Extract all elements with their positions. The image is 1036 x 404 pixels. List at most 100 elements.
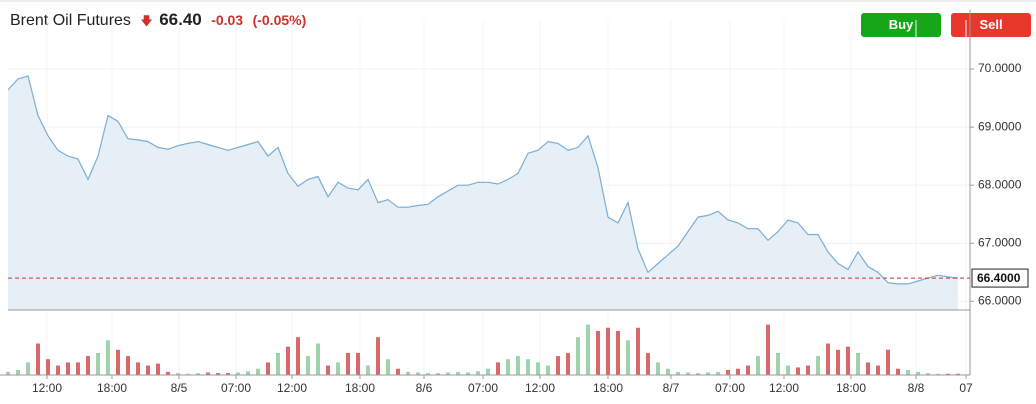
volume-bar <box>206 372 210 375</box>
volume-bar <box>116 349 120 375</box>
change-pct: (-0.05%) <box>252 12 307 28</box>
x-tick-label: 12:00 <box>32 381 62 395</box>
volume-bar <box>476 371 480 375</box>
volume-bar <box>776 352 780 375</box>
volume-bar <box>726 369 730 375</box>
x-tick-label: 12:00 <box>769 381 799 395</box>
volume-bar <box>286 346 290 375</box>
volume-bar <box>706 372 710 375</box>
volume-bar <box>466 372 470 375</box>
x-tick-label: 07:00 <box>468 381 498 395</box>
volume-bar <box>526 359 530 375</box>
volume-bar <box>436 373 440 375</box>
price-marker-label: 66.4000 <box>977 271 1021 285</box>
x-tick-label: 12:00 <box>525 381 555 395</box>
volume-bar <box>506 359 510 375</box>
y-tick-label: 66.0000 <box>978 293 1022 307</box>
volume-bar <box>686 372 690 375</box>
volume-bar <box>326 365 330 375</box>
volume-bar <box>566 352 570 375</box>
volume-bar <box>136 362 140 375</box>
volume-bar <box>406 371 410 375</box>
volume-bar <box>226 373 230 375</box>
volume-bar <box>556 356 560 375</box>
volume-bar <box>756 356 760 375</box>
volume-bar <box>616 330 620 375</box>
volume-bar <box>606 327 610 375</box>
y-tick-label: 70.0000 <box>978 61 1022 75</box>
volume-bar <box>656 362 660 375</box>
volume-bar <box>16 369 20 375</box>
volume-bar <box>846 346 850 375</box>
x-tick-label: 07:00 <box>715 381 745 395</box>
title: Brent Oil Futures <box>10 12 131 29</box>
volume-bar <box>486 368 490 375</box>
volume-bar <box>736 368 740 375</box>
volume-bar <box>946 373 950 375</box>
price-marker-box <box>971 268 1029 288</box>
volume-bar <box>806 365 810 375</box>
volume-bar <box>276 352 280 375</box>
x-tick-label: 8/6 <box>416 381 433 395</box>
volume-bar <box>356 352 360 375</box>
volume-bar <box>346 352 350 375</box>
volume-bar <box>856 352 860 375</box>
volume-bar <box>236 372 240 375</box>
x-tick-label: 8/7 <box>663 381 680 395</box>
volume-bar <box>366 365 370 375</box>
volume-bar <box>46 359 50 375</box>
x-tick-label: 07:00 <box>221 381 251 395</box>
volume-bar <box>646 352 650 375</box>
volume-bar <box>796 367 800 375</box>
volume-bar <box>66 362 70 375</box>
volume-bar <box>546 365 550 375</box>
volume-bar <box>376 337 380 375</box>
volume-bar <box>666 368 670 375</box>
price-area <box>8 76 958 310</box>
volume-bar <box>516 356 520 375</box>
volume-bar <box>586 324 590 375</box>
x-tick-label: 8/8 <box>908 381 925 395</box>
volume-bar <box>826 343 830 375</box>
volume-bar <box>296 337 300 375</box>
sell-button[interactable]: Sell <box>951 13 1031 37</box>
volume-bar <box>456 371 460 375</box>
x-tick-label: 12:00 <box>277 381 307 395</box>
x-tick-label: 18:00 <box>345 381 375 395</box>
volume-bar <box>386 359 390 375</box>
x-tick-label: 18:00 <box>593 381 623 395</box>
volume-bar <box>696 373 700 375</box>
volume-bar <box>866 362 870 375</box>
down-arrow: 🡇 <box>140 14 153 28</box>
volume-bar <box>936 373 940 375</box>
volume-bar <box>876 365 880 375</box>
y-tick-label: 67.0000 <box>978 235 1022 249</box>
volume-bar <box>256 368 260 375</box>
volume-bar <box>766 324 770 375</box>
volume-bar <box>836 349 840 375</box>
volume-bar <box>816 356 820 375</box>
volume-bar <box>196 373 200 375</box>
price: 66.40 <box>159 10 202 29</box>
x-tick-label: 8/5 <box>171 381 188 395</box>
y-tick-label: 68.0000 <box>978 177 1022 191</box>
volume-bar <box>216 373 220 375</box>
volume-bar <box>336 362 340 375</box>
volume-bar <box>106 340 110 375</box>
volume-bar <box>96 352 100 375</box>
volume-bar <box>746 365 750 375</box>
volume-bar <box>416 372 420 375</box>
volume-bar <box>56 365 60 375</box>
volume-bar <box>786 365 790 375</box>
y-tick-label: 69.0000 <box>978 119 1022 133</box>
volume-bar <box>596 330 600 375</box>
volume-bar <box>6 371 10 375</box>
volume-bar <box>146 365 150 375</box>
buy-button[interactable]: Buy <box>861 13 941 37</box>
volume-bar <box>536 362 540 375</box>
volume-bar <box>956 373 960 375</box>
volume-bar <box>186 373 190 375</box>
volume-bar <box>716 371 720 375</box>
volume-bar <box>636 327 640 375</box>
